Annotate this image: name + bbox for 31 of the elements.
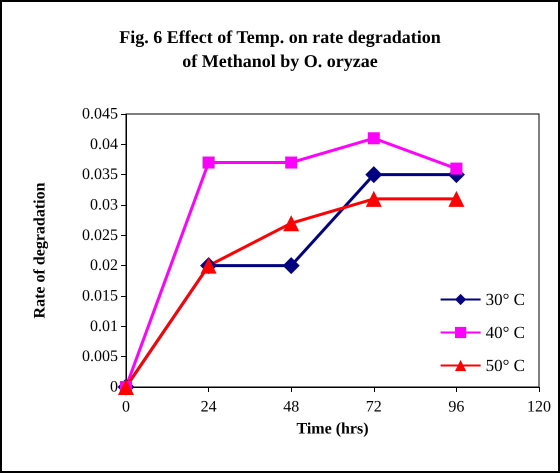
y-tick-label: 0.045 <box>82 106 118 122</box>
y-tick-label: 0.02 <box>90 257 118 274</box>
y-tick-label: 0.01 <box>90 318 118 335</box>
x-tick-label: 120 <box>527 398 551 416</box>
y-tick-label: 0.015 <box>82 288 118 304</box>
x-tick-label: 48 <box>283 398 300 416</box>
x-axis-title: Time (hrs) <box>296 420 369 438</box>
point <box>368 132 380 144</box>
y-tick-label: 0.03 <box>90 196 118 214</box>
x-tick-label: 96 <box>448 398 464 416</box>
point <box>283 215 300 232</box>
x-tick-label: 0 <box>122 398 130 416</box>
point <box>282 257 300 274</box>
point <box>365 166 382 184</box>
y-tick-label: 0 <box>110 378 118 396</box>
point <box>366 190 382 207</box>
legend-label: 40° C <box>486 323 526 342</box>
point <box>448 190 464 207</box>
legend-label: 30° C <box>486 290 526 309</box>
y-axis-title: Rate of degradation <box>32 182 48 318</box>
y-tick-label: 0.005 <box>82 348 118 366</box>
y-tick-label: 0.025 <box>82 226 118 244</box>
chart-title: Fig. 6 Effect of Temp. on rate degradation of Methanol by O. oryzae <box>119 27 441 71</box>
legend-label: 50° C <box>486 356 526 375</box>
x-tick-label: 24 <box>200 398 217 416</box>
y-tick-label: 0.035 <box>82 166 118 184</box>
y-tick-label: 0.04 <box>90 136 118 153</box>
point <box>285 156 298 169</box>
x-tick-label: 72 <box>366 398 382 416</box>
point <box>202 156 215 169</box>
point <box>450 162 462 175</box>
